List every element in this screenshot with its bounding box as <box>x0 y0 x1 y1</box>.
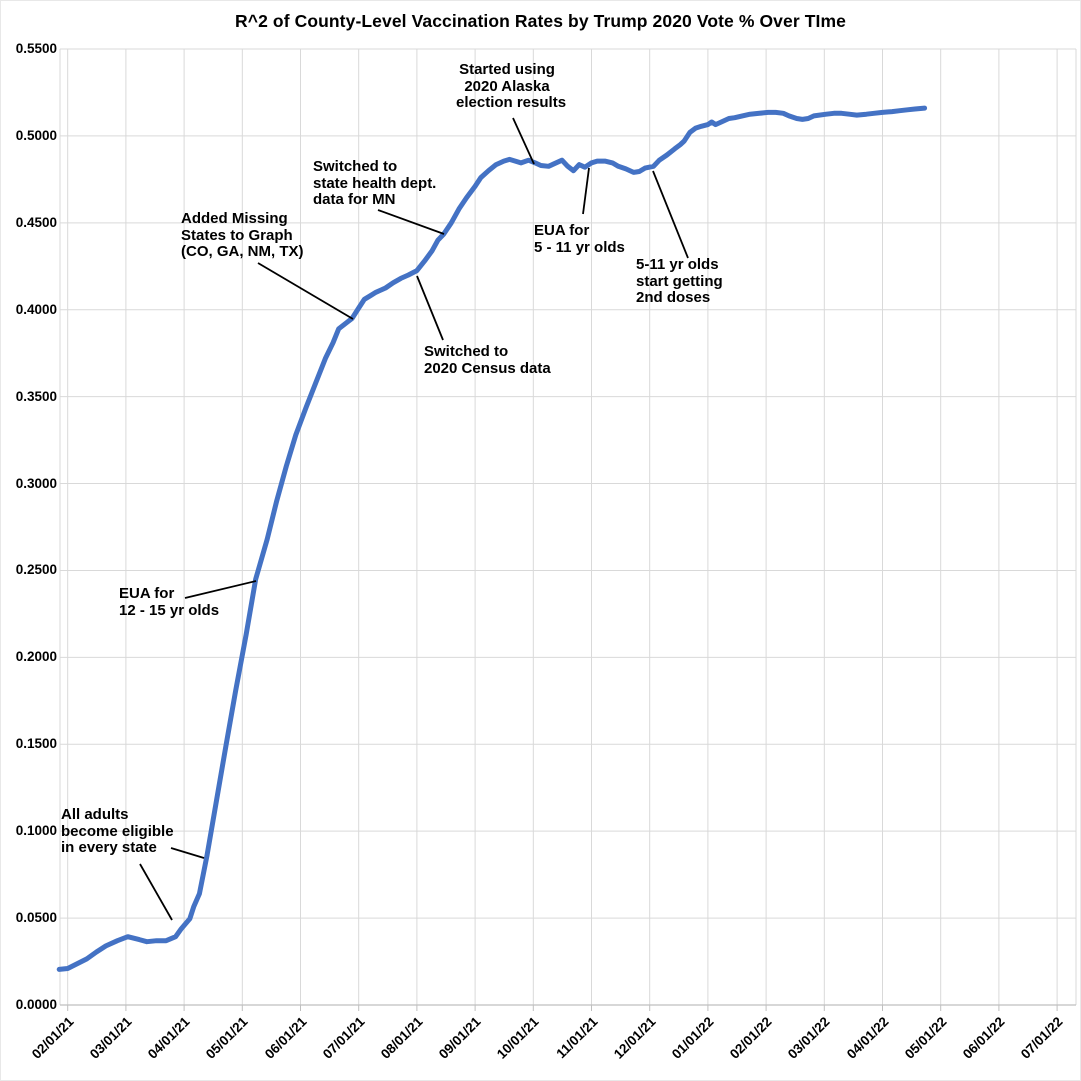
y-axis-tick-label: 0.3000 <box>15 475 57 491</box>
annotation-line: 2020 Census data <box>424 359 551 377</box>
annotation-line: start getting <box>636 272 723 290</box>
annotation-leader-line <box>139 863 173 921</box>
y-axis-tick-label: 0.1000 <box>15 823 57 839</box>
annotation-line: 2nd doses <box>636 289 711 306</box>
annotation-line: Added Missing <box>181 210 288 227</box>
line-series-layer <box>56 105 928 972</box>
y-axis-tick-label: 0.2500 <box>15 562 57 578</box>
annotation-leader-line <box>512 117 535 165</box>
annotation-text: 5-11 yr olds start getting 2nd doses <box>636 256 723 307</box>
annotation-text: Switched to 2020 Census data <box>424 343 551 377</box>
annotation-text: All adults become eligible in every state <box>61 806 174 857</box>
annotation-text: Switched to state health dept. data for MN <box>313 158 437 209</box>
y-axis-tick-label: 0.1500 <box>15 736 57 752</box>
annotation-line: States to Graph <box>181 226 293 244</box>
annotation-line: 5 - 11 yr olds <box>534 238 625 256</box>
annotation-line: election results <box>456 94 567 111</box>
y-axis-tick-label: 0.0000 <box>15 997 57 1012</box>
annotation-text: EUA for 12 - 15 yr olds <box>119 585 220 619</box>
annotation-line: state health dept. <box>313 174 437 192</box>
annotation-line: 2020 Alaska <box>464 77 550 95</box>
r2-line-series <box>56 105 928 972</box>
annotation-line: 5-11 yr olds <box>636 256 719 273</box>
annotation-text: Added Missing States to Graph (CO, GA, NM,… <box>181 210 304 261</box>
chart-title: R^2 of County-Level Vaccination Rates by… <box>235 11 846 31</box>
annotation-line: Switched to <box>424 343 509 360</box>
y-axis-tick-label: 0.4000 <box>15 301 57 317</box>
annotation-line: become eligible <box>61 822 174 840</box>
annotation-leader-line <box>582 167 590 215</box>
y-axis-tick-label: 0.5500 <box>15 41 57 56</box>
y-axis-tick-label: 0.5000 <box>15 127 57 143</box>
y-axis-tick-label: 0.2000 <box>15 649 57 665</box>
y-axis-tick-label: 0.0500 <box>15 910 57 926</box>
annotation-line: Switched to <box>313 158 398 175</box>
annotation-leader-line <box>652 170 689 259</box>
annotation-leader-lines <box>139 117 689 921</box>
annotation-line: (CO, GA, NM, TX) <box>181 243 304 260</box>
annotation-leader-line <box>257 262 354 320</box>
annotation-line: EUA for <box>119 585 175 602</box>
annotation-text: Started using 2020 Alaska election results <box>456 61 567 112</box>
annotation-leader-line <box>170 847 205 859</box>
annotation-text: EUA for 5 - 11 yr olds <box>534 222 625 256</box>
y-axis-tick-label: 0.3500 <box>15 388 57 404</box>
annotation-line: EUA for <box>534 222 590 239</box>
annotation-line: All adults <box>61 806 129 823</box>
annotation-leader-line <box>377 209 445 235</box>
annotation-line: data for MN <box>313 191 396 208</box>
annotation-leader-line <box>416 275 444 341</box>
annotation-line: Started using <box>459 61 555 78</box>
y-axis-tick-label: 0.4500 <box>15 214 57 230</box>
annotation-line: 12 - 15 yr olds <box>119 601 220 619</box>
annotation-line: in every state <box>61 839 157 856</box>
annotation-leader-line <box>184 580 257 599</box>
gridlines <box>59 48 1077 1011</box>
